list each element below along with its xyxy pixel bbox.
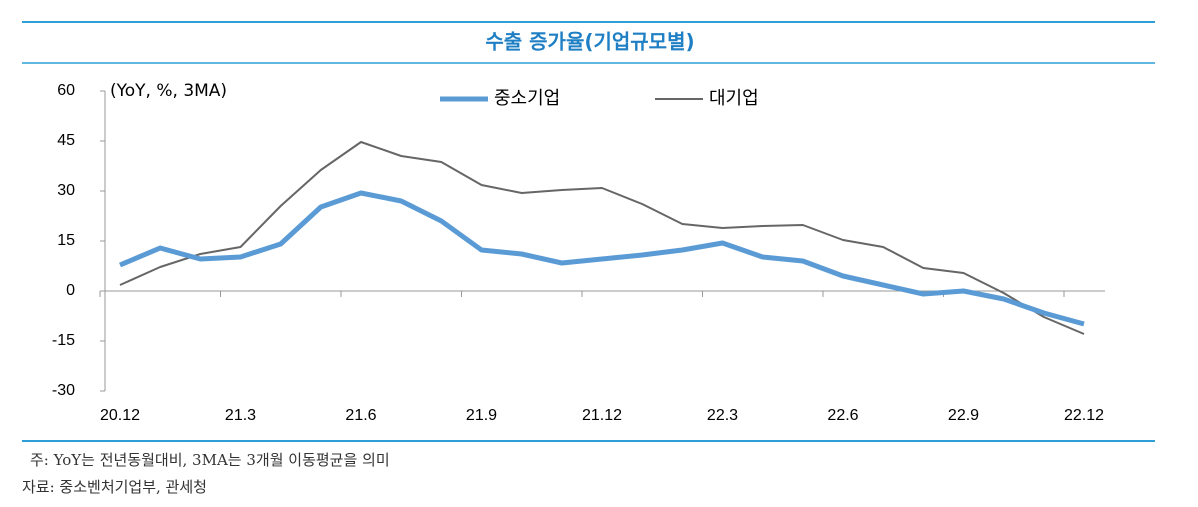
series-line (119, 190, 1085, 327)
y-tick-label: 30 (57, 182, 75, 199)
note: 주: YoY는 전년동월대비, 3MA는 3개월 이동평균을 의미 (30, 451, 390, 469)
legend-label: 중소기업 (494, 88, 560, 109)
series-line (119, 141, 1085, 335)
legend-label: 대기업 (709, 88, 759, 109)
x-tick-label: 22.12 (1064, 407, 1104, 424)
y-tick-label: 0 (66, 282, 75, 299)
x-tick-label: 21.12 (582, 407, 622, 424)
y-tick-label: 60 (57, 82, 75, 99)
y-tick-label: 45 (57, 132, 75, 149)
x-tick-label: 21.6 (345, 407, 376, 424)
y-tick-label: -15 (52, 332, 75, 349)
x-tick-label: 21.9 (466, 407, 497, 424)
chart-title: 수출 증가율(기업규모별) (485, 30, 694, 54)
x-tick-label: 20.12 (100, 407, 140, 424)
x-tick-label: 22.9 (948, 407, 979, 424)
x-tick-label: 22.6 (827, 407, 858, 424)
x-tick-label: 21.3 (225, 407, 256, 424)
y-unit: (YoY, %, 3MA) (110, 81, 227, 101)
y-tick-label: -30 (52, 382, 75, 399)
y-tick-label: 15 (57, 232, 75, 249)
source: 자료: 중소벤처기업부, 관세청 (22, 478, 207, 496)
x-tick-label: 22.3 (707, 407, 738, 424)
